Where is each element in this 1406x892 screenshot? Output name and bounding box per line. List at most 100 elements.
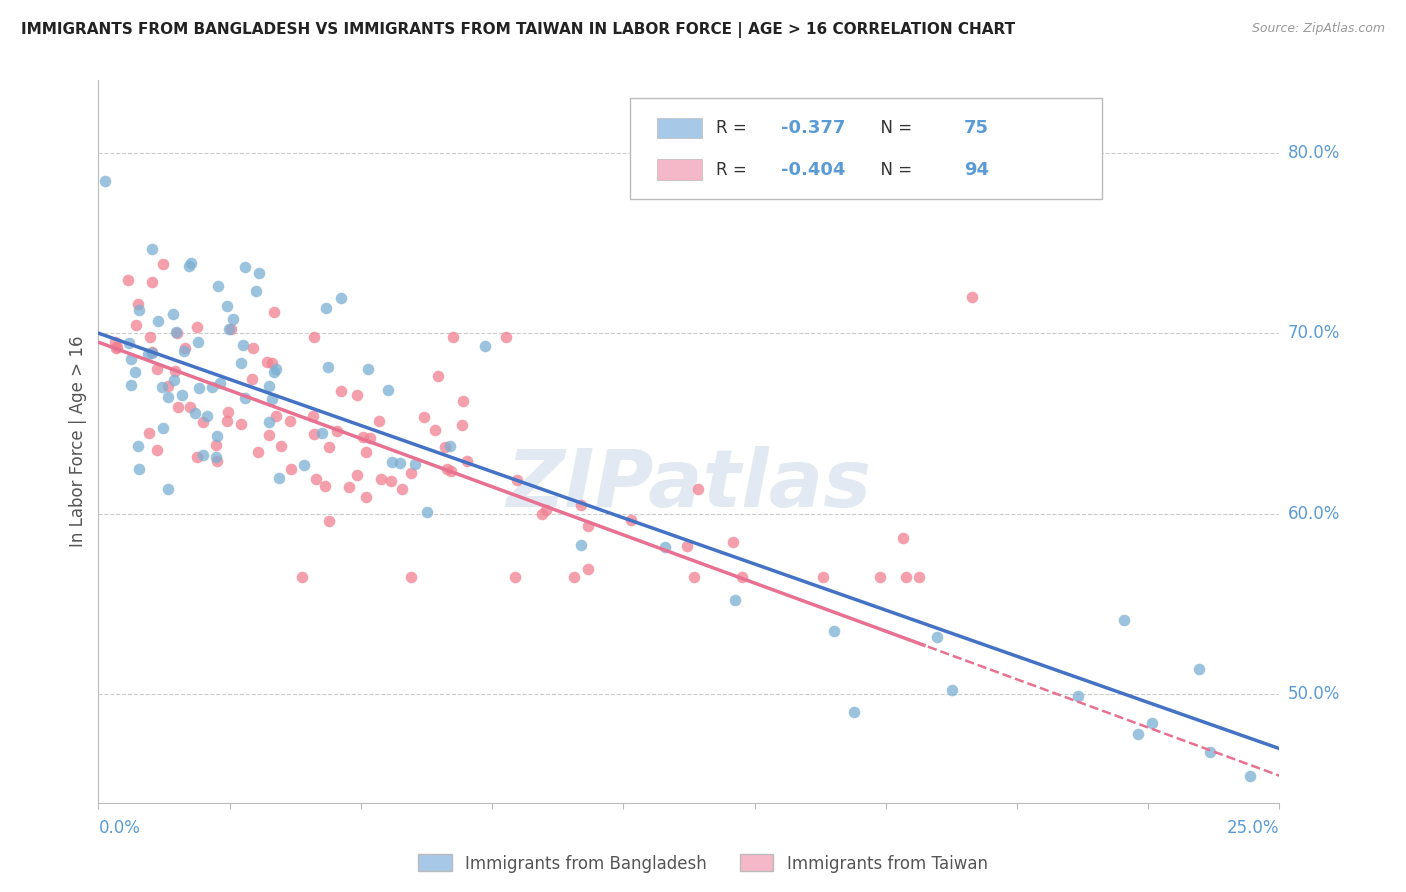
Point (569, 538, 592, 552)
Point (314, 479, 336, 493)
Point (813, 570, 835, 584)
Point (145, 443, 167, 458)
Point (204, 438, 226, 452)
Point (141, 242, 163, 256)
Point (201, 379, 224, 393)
Point (184, 406, 207, 420)
Point (257, 378, 280, 392)
Text: -0.404: -0.404 (782, 161, 845, 178)
Point (172, 388, 194, 402)
Point (215, 414, 238, 428)
Point (399, 467, 422, 481)
Point (370, 472, 392, 486)
Point (441, 330, 464, 344)
Point (267, 470, 290, 484)
Point (205, 450, 228, 464)
Point (207, 279, 229, 293)
Point (167, 400, 190, 414)
Point (240, 372, 263, 386)
Point (229, 417, 252, 431)
Point (128, 462, 150, 476)
Point (152, 257, 174, 271)
Point (150, 380, 173, 394)
Point (118, 335, 141, 350)
Point (205, 454, 228, 468)
Point (359, 432, 381, 446)
FancyBboxPatch shape (657, 160, 702, 179)
Point (165, 364, 187, 378)
Point (291, 570, 314, 584)
Point (139, 329, 162, 343)
Point (377, 383, 399, 397)
Point (433, 440, 456, 454)
Point (231, 356, 253, 370)
Point (302, 426, 325, 441)
Point (562, 570, 585, 584)
Point (187, 381, 209, 395)
Point (302, 330, 325, 344)
Point (128, 302, 150, 317)
Point (654, 540, 676, 554)
Point (389, 456, 412, 470)
Point (245, 284, 267, 298)
Point (260, 356, 283, 370)
Point (187, 335, 209, 350)
Point (138, 425, 160, 440)
Text: 70.0%: 70.0% (1288, 324, 1340, 343)
Point (495, 329, 517, 343)
Point (683, 570, 706, 584)
Point (305, 472, 328, 486)
Point (440, 464, 463, 478)
Point (141, 344, 163, 359)
Point (1112, 613, 1135, 627)
Text: 80.0%: 80.0% (1288, 144, 1340, 161)
Text: N =: N = (870, 161, 917, 178)
Point (326, 424, 349, 438)
Text: 0.0%: 0.0% (98, 820, 141, 838)
Point (208, 376, 231, 390)
Point (688, 483, 710, 497)
Point (1126, 727, 1149, 741)
Point (941, 683, 963, 698)
Point (257, 416, 280, 430)
Point (256, 355, 278, 369)
Point (193, 415, 215, 429)
Text: IMMIGRANTS FROM BANGLADESH VS IMMIGRANTS FROM TAIWAN IN LABOR FORCE | AGE > 16 C: IMMIGRANTS FROM BANGLADESH VS IMMIGRANTS… (21, 22, 1015, 38)
Point (264, 409, 287, 423)
Point (925, 630, 948, 644)
Text: 94: 94 (965, 161, 990, 178)
Text: 60.0%: 60.0% (1288, 505, 1340, 523)
Point (195, 409, 218, 423)
Point (962, 290, 984, 304)
Point (165, 325, 187, 339)
Point (506, 473, 529, 487)
Point (329, 384, 352, 398)
Point (221, 322, 243, 336)
Point (221, 312, 243, 326)
Point (426, 368, 449, 383)
Text: -0.377: -0.377 (782, 120, 845, 137)
Point (357, 361, 380, 376)
Text: 75: 75 (965, 120, 990, 137)
Point (186, 450, 208, 465)
Legend: Immigrants from Bangladesh, Immigrants from Taiwan: Immigrants from Bangladesh, Immigrants f… (412, 847, 994, 880)
FancyBboxPatch shape (630, 98, 1102, 200)
Point (105, 341, 128, 355)
Point (474, 339, 496, 353)
Point (316, 360, 339, 375)
Point (246, 445, 269, 459)
Point (391, 482, 413, 496)
Point (259, 428, 281, 442)
Point (1066, 689, 1088, 703)
Point (247, 266, 270, 280)
Point (292, 458, 315, 472)
Point (186, 320, 208, 334)
Point (907, 570, 929, 584)
Point (233, 391, 256, 405)
Point (94, 173, 117, 187)
Point (105, 340, 128, 354)
Point (280, 461, 302, 475)
Point (534, 503, 557, 517)
Point (731, 570, 754, 584)
Point (179, 400, 201, 414)
